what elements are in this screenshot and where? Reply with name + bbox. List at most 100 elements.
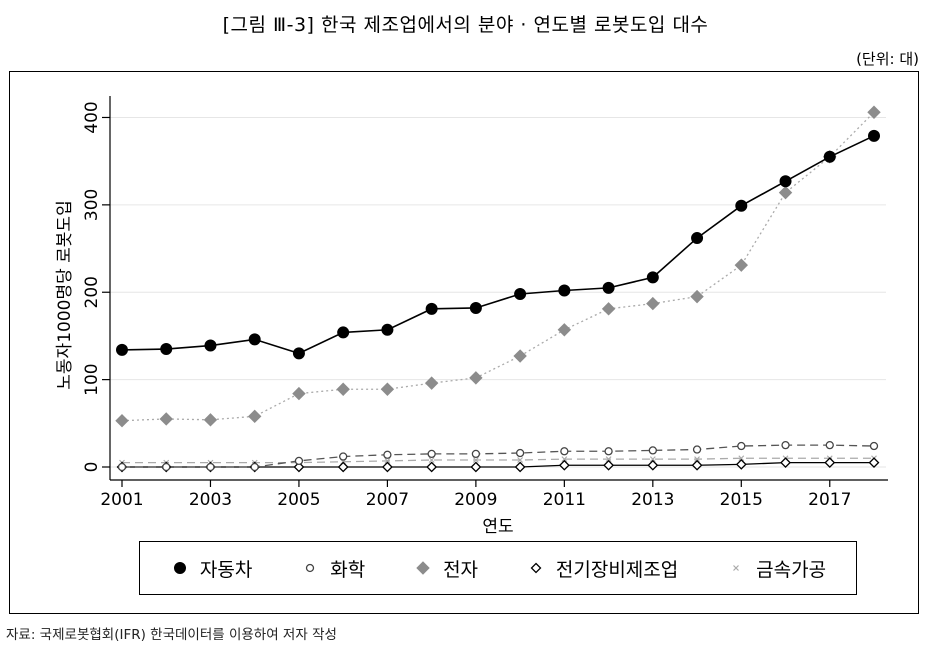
legend-marker <box>733 565 740 571</box>
x-tick-label: 2013 <box>631 490 674 510</box>
series-1-line <box>122 444 875 468</box>
series-2-point <box>292 386 306 401</box>
legend-item: 전기장비제조업 <box>526 555 678 582</box>
legend-label: 전자 <box>443 558 479 581</box>
series-2-point <box>203 413 218 427</box>
series-2-point <box>557 323 572 337</box>
series-2-point <box>424 376 439 390</box>
x-tick-label: 2017 <box>808 490 851 510</box>
legend-marker <box>173 562 186 574</box>
x-tick-label: 2001 <box>100 490 143 510</box>
series-3-point <box>558 459 570 471</box>
series-2-point <box>115 413 129 428</box>
series-3-point <box>426 461 438 473</box>
series-0-point <box>868 129 880 142</box>
series-1-point <box>206 462 215 472</box>
series-2-point <box>690 289 704 304</box>
chart-frame <box>9 71 919 614</box>
series-0-point <box>514 287 527 300</box>
series-3-point <box>293 461 305 473</box>
series-1-point <box>825 441 834 450</box>
series-3-group <box>116 457 880 473</box>
y-tick-label: 0 <box>82 462 102 473</box>
series-3-point <box>337 461 349 473</box>
series-4-point <box>649 456 656 463</box>
series-0-point <box>337 326 350 339</box>
series-3-point <box>735 458 747 470</box>
series-2-point <box>159 412 173 426</box>
series-1-point <box>250 462 259 472</box>
series-0-point <box>292 347 305 360</box>
series-2-point <box>646 296 660 311</box>
legend-marker-icon <box>733 565 740 571</box>
series-2-point <box>513 349 527 363</box>
legend-label: 전기장비제조업 <box>555 558 679 581</box>
legend-item: 자동차 <box>170 555 252 582</box>
series-1-point <box>560 447 569 456</box>
series-3-point <box>824 457 836 469</box>
series-0-point <box>779 175 792 188</box>
y-tick-label: 200 <box>82 276 102 308</box>
series-4-point <box>384 457 391 464</box>
series-1-point <box>737 441 746 451</box>
series-0-point <box>558 284 571 297</box>
series-1-point <box>869 441 879 451</box>
series-3-point <box>603 459 615 471</box>
series-4-point <box>517 457 524 463</box>
series-4-point <box>472 457 479 463</box>
series-0-point <box>823 150 836 163</box>
series-0-point <box>646 271 659 284</box>
x-tick-label: 2009 <box>454 490 497 510</box>
series-1-point <box>294 456 304 466</box>
series-0-point <box>248 333 261 346</box>
series-2-group <box>115 105 881 428</box>
series-3-point <box>647 459 659 471</box>
legend-label: 금속가공 <box>756 558 827 581</box>
series-1-point <box>117 462 127 472</box>
legend-item: 화학 <box>300 555 365 582</box>
legend-marker <box>530 562 542 574</box>
series-0-point <box>204 339 217 352</box>
series-4-point <box>561 456 568 463</box>
series-4-point <box>428 457 435 463</box>
source-note: 자료: 국제로봇협회(IFR) 한국데이터를 이용하여 저자 작성 <box>6 627 337 643</box>
series-1-point <box>692 445 702 454</box>
x-tick-label: 2007 <box>366 490 409 510</box>
series-2-point <box>469 371 483 385</box>
series-0-group <box>116 129 880 360</box>
series-4-point <box>738 455 745 462</box>
series-0-point <box>469 301 482 314</box>
figure-title: [그림 Ⅲ-3] 한국 제조업에서의 분야 · 연도별 로봇도입 대수 <box>222 14 709 36</box>
series-2-point <box>734 258 749 272</box>
series-2-point <box>778 185 793 200</box>
series-3-line <box>122 461 874 468</box>
legend: 자동차 화학 전자 전기장비제조업 금속가공 <box>139 541 857 595</box>
series-0-point <box>735 199 748 212</box>
x-tick-label: 2005 <box>277 490 320 510</box>
series-1-point <box>162 462 171 472</box>
series-4-line <box>122 457 874 464</box>
series-0-line <box>121 135 875 355</box>
series-1-point <box>515 448 525 458</box>
series-1-point <box>471 449 481 459</box>
legend-marker <box>306 563 315 573</box>
series-4-point <box>605 456 612 463</box>
legend-marker <box>416 561 430 575</box>
series-0-point <box>381 323 394 336</box>
series-2-point <box>247 409 262 424</box>
x-tick-label: 2015 <box>720 490 763 510</box>
series-4-point <box>694 456 700 463</box>
y-axis-label: 노동자1000명당 로봇도입 <box>55 200 75 389</box>
series-3-point <box>868 457 880 469</box>
unit-label: (단위: 대) <box>856 50 919 68</box>
series-2-point <box>867 105 881 119</box>
series-1-point <box>781 441 790 450</box>
series-2-point <box>601 302 616 316</box>
series-0-point <box>160 343 173 356</box>
y-tick-label: 100 <box>82 363 102 395</box>
series-2-line <box>121 111 875 422</box>
series-3-point <box>514 461 526 473</box>
legend-item: 전자 <box>413 555 478 582</box>
legend-marker-icon <box>306 563 315 573</box>
